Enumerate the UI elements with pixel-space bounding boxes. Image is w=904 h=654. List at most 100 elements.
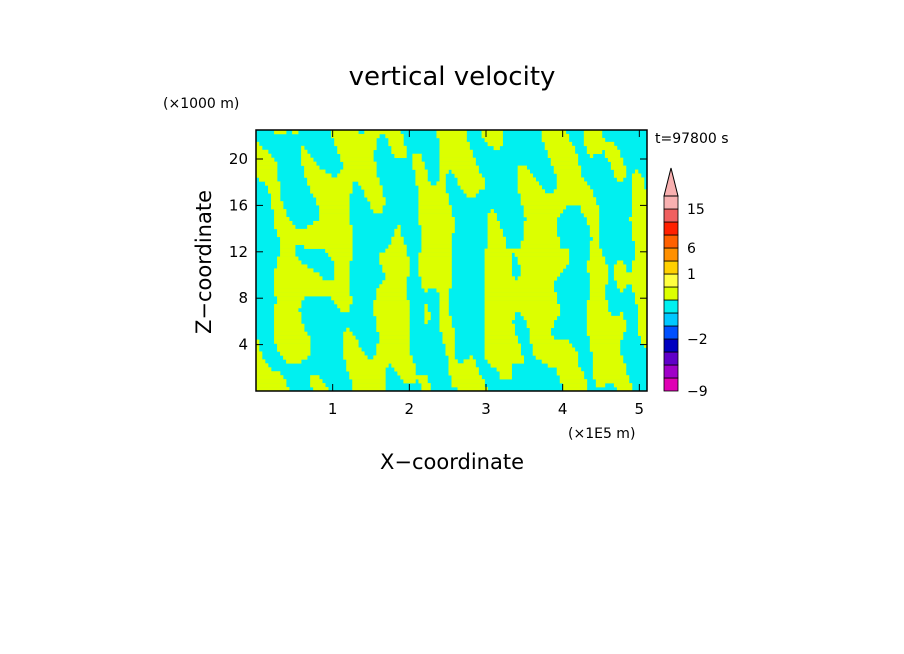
updraft-cell — [271, 193, 281, 198]
updraft-cell — [484, 323, 515, 329]
updraft-cell — [403, 379, 416, 384]
updraft-cell — [319, 213, 350, 218]
updraft-cell — [439, 307, 449, 313]
updraft-cell — [340, 153, 374, 158]
updraft-cell — [484, 339, 518, 344]
updraft-cell — [451, 379, 485, 384]
updraft-cell — [529, 339, 570, 344]
updraft-cell — [337, 173, 377, 178]
updraft-cell — [457, 387, 488, 391]
updraft-cell — [415, 173, 428, 178]
updraft-cell — [418, 220, 455, 226]
updraft-cell — [613, 383, 633, 388]
updraft-cell — [499, 375, 512, 380]
updraft-cell — [484, 288, 555, 293]
updraft-cell — [487, 213, 497, 218]
updraft-cell — [301, 145, 305, 151]
updraft-cell — [604, 149, 621, 155]
updraft-cell — [385, 133, 404, 139]
updraft-cell — [499, 371, 512, 376]
updraft-cell — [385, 276, 407, 281]
updraft-cell — [280, 351, 311, 356]
updraft-cell — [313, 220, 350, 226]
updraft-cell — [520, 197, 597, 202]
updraft-cell — [316, 197, 350, 202]
updraft-cell — [343, 351, 365, 356]
updraft-cell — [448, 367, 479, 372]
updraft-cell — [361, 185, 383, 190]
updraft-cell — [484, 315, 515, 321]
updraft-cell — [415, 181, 431, 186]
updraft-cell — [274, 130, 287, 135]
updraft-cell — [484, 300, 558, 305]
updraft-cell — [604, 153, 621, 158]
plot-frame — [255, 129, 648, 392]
updraft-cell — [421, 284, 452, 289]
updraft-cell — [256, 363, 269, 368]
updraft-cell — [343, 343, 359, 348]
updraft-cell — [256, 165, 278, 170]
updraft-cell — [373, 355, 413, 360]
updraft-cell — [307, 177, 380, 182]
updraft-cell — [421, 236, 452, 242]
updraft-cell — [364, 130, 401, 135]
updraft-cell — [592, 375, 630, 380]
updraft-cell — [394, 153, 407, 158]
updraft-cell — [274, 209, 287, 214]
updraft-cell — [376, 288, 407, 293]
updraft-cell — [352, 379, 386, 384]
updraft-cell — [439, 141, 470, 147]
updraft-cell — [379, 252, 407, 257]
updraft-cell — [376, 315, 410, 321]
updraft-cell — [586, 307, 609, 313]
updraft-cell — [586, 268, 609, 273]
updraft-cell — [307, 181, 353, 186]
updraft-cell — [256, 339, 260, 344]
updraft-cell — [340, 307, 350, 313]
updraft-cell — [325, 248, 353, 253]
updraft-cell — [313, 387, 329, 391]
updraft-cell — [418, 201, 449, 206]
updraft-cell — [583, 137, 606, 143]
updraft-cell — [547, 363, 579, 368]
updraft-cell — [487, 217, 497, 222]
updraft-cell — [484, 272, 512, 277]
updraft-cell — [520, 264, 567, 269]
time-label: t=97800 s — [655, 131, 729, 147]
updraft-cell — [589, 343, 621, 348]
colorbar-swatch — [663, 312, 679, 327]
updraft-cell — [424, 288, 428, 293]
updraft-cell — [484, 311, 515, 317]
updraft-cell — [256, 351, 263, 356]
colorbar-swatch — [663, 286, 679, 301]
updraft-cell — [553, 165, 582, 170]
updraft-cell — [277, 232, 353, 238]
velocity-field — [256, 130, 647, 391]
updraft-cell — [274, 331, 308, 336]
x-tick-label: 2 — [405, 400, 415, 418]
updraft-cell — [343, 347, 362, 352]
updraft-cell — [421, 387, 431, 391]
updraft-cell — [379, 256, 410, 261]
updraft-cell — [415, 177, 428, 182]
updraft-cell — [484, 351, 521, 356]
updraft-cell — [616, 280, 647, 285]
updraft-cell — [382, 268, 410, 273]
updraft-cell — [280, 252, 296, 257]
updraft-cell — [487, 359, 524, 364]
updraft-cell — [313, 193, 350, 198]
updraft-cell — [394, 367, 416, 372]
updraft-cell — [349, 375, 386, 380]
updraft-cell — [379, 331, 410, 336]
updraft-cell — [370, 201, 386, 206]
updraft-cell — [301, 149, 308, 155]
updraft-cell — [484, 248, 570, 253]
updraft-cell — [436, 133, 467, 139]
updraft-cell — [484, 319, 512, 325]
colorbar-label: 6 — [687, 241, 696, 257]
updraft-cell — [592, 359, 624, 364]
updraft-cell — [559, 375, 585, 380]
updraft-cell — [589, 276, 609, 281]
updraft-cell — [337, 145, 377, 151]
updraft-cell — [589, 335, 624, 340]
